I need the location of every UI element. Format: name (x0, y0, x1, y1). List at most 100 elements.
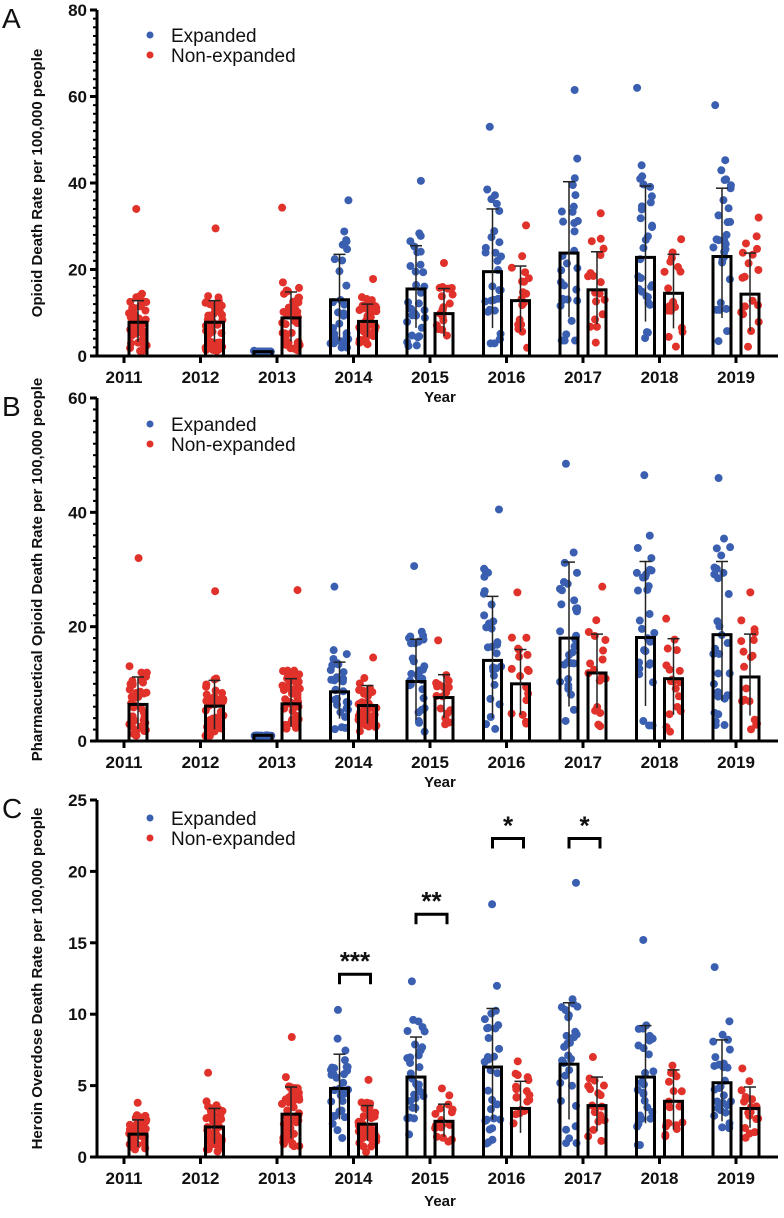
data-point-non-expanded (662, 614, 671, 623)
data-point-non-expanded (439, 1133, 448, 1142)
data-point-non-expanded (204, 292, 213, 301)
data-point-expanded (416, 231, 425, 240)
data-point-expanded (490, 227, 499, 236)
x-tick-label: 2013 (258, 1169, 296, 1188)
data-point-non-expanded (372, 307, 381, 316)
data-point-expanded (481, 243, 490, 252)
data-point-expanded (490, 191, 499, 200)
data-point-non-expanded (507, 664, 516, 673)
x-tick-label: 2019 (717, 753, 755, 772)
data-point-expanded (721, 1108, 730, 1117)
data-point-expanded (414, 299, 423, 308)
data-point-non-expanded (217, 301, 226, 310)
significance-label: * (503, 811, 514, 841)
data-point-expanded (338, 1134, 347, 1143)
data-point-non-expanded (670, 635, 679, 644)
data-point-non-expanded (744, 259, 753, 268)
data-point-expanded (487, 600, 496, 609)
data-point-expanded (562, 1125, 571, 1134)
data-point-expanded (488, 1124, 497, 1133)
data-point-expanded (714, 710, 723, 719)
data-point-non-expanded (675, 666, 684, 675)
data-point-non-expanded (436, 1104, 445, 1113)
data-point-non-expanded (740, 302, 749, 311)
data-point-expanded (484, 1086, 493, 1095)
data-point-expanded (632, 568, 641, 577)
y-tick-label: 40 (68, 174, 87, 193)
data-point-non-expanded (671, 342, 680, 351)
data-point-non-expanded (129, 729, 138, 738)
data-point-non-expanded (212, 674, 221, 683)
data-point-expanded (403, 1026, 412, 1035)
data-point-expanded (712, 544, 721, 553)
data-point-expanded (637, 202, 646, 211)
data-point-non-expanded (139, 689, 148, 698)
x-tick-label: 2017 (564, 1169, 602, 1188)
data-point-non-expanded (589, 1125, 598, 1134)
data-point-non-expanded (436, 704, 445, 713)
data-point-expanded (719, 534, 728, 543)
data-point-non-expanded (212, 713, 221, 722)
data-point-non-expanded (677, 235, 686, 244)
legend-marker-expanded (146, 31, 154, 39)
x-tick-label: 2017 (564, 368, 602, 387)
y-tick-label: 0 (78, 1148, 87, 1167)
data-point-non-expanded (745, 1077, 754, 1086)
data-point-non-expanded (365, 1108, 374, 1117)
data-point-non-expanded (665, 710, 674, 719)
data-point-non-expanded (367, 1142, 376, 1151)
data-point-non-expanded (290, 304, 299, 313)
data-point-non-expanded (364, 1075, 373, 1084)
data-point-expanded (649, 1067, 658, 1076)
data-point-non-expanded (211, 1130, 220, 1139)
data-point-expanded (726, 543, 735, 552)
data-point-expanded (570, 174, 579, 183)
data-point-non-expanded (588, 1053, 597, 1062)
data-point-expanded (333, 1034, 342, 1043)
data-point-non-expanded (750, 625, 759, 634)
data-point-expanded (568, 181, 577, 190)
data-point-expanded (493, 256, 502, 265)
x-tick-label: 2014 (335, 1169, 373, 1188)
data-point-non-expanded (445, 299, 454, 308)
data-point-non-expanded (523, 1097, 532, 1106)
data-point-expanded (569, 202, 578, 211)
data-point-non-expanded (596, 1091, 605, 1100)
data-point-expanded (647, 566, 656, 575)
data-point-expanded (489, 671, 498, 680)
data-point-non-expanded (281, 320, 290, 329)
x-tick-label: 2013 (258, 368, 296, 387)
data-point-non-expanded (522, 221, 531, 230)
data-point-non-expanded (513, 1071, 522, 1080)
data-point-expanded (564, 675, 573, 684)
data-point-expanded (407, 977, 416, 986)
data-point-non-expanded (523, 650, 532, 659)
data-point-expanded (480, 1015, 489, 1024)
data-point-non-expanded (437, 1084, 446, 1093)
data-point-expanded (417, 627, 426, 636)
data-point-expanded (711, 1053, 720, 1062)
data-point-non-expanded (278, 681, 287, 690)
data-point-expanded (646, 182, 655, 191)
data-point-expanded (416, 288, 425, 297)
data-point-non-expanded (741, 1093, 750, 1102)
data-point-expanded (557, 600, 566, 609)
data-point-expanded (406, 1096, 415, 1105)
data-point-expanded (718, 1030, 727, 1039)
data-point-expanded (418, 1043, 427, 1052)
data-point-expanded (721, 156, 730, 165)
data-point-non-expanded (211, 224, 220, 233)
data-point-expanded (645, 721, 654, 730)
data-point-expanded (638, 172, 647, 181)
data-point-expanded (407, 331, 416, 340)
data-point-expanded (487, 233, 496, 242)
data-point-expanded (560, 558, 569, 567)
data-point-expanded (329, 646, 338, 655)
data-point-expanded (647, 554, 656, 563)
y-tick-label: 20 (68, 862, 87, 881)
data-point-expanded (416, 1087, 425, 1096)
data-point-non-expanded (360, 337, 369, 346)
panel-letter: A (2, 3, 21, 34)
data-point-expanded (710, 1061, 719, 1070)
x-tick-label: 2011 (106, 368, 143, 387)
